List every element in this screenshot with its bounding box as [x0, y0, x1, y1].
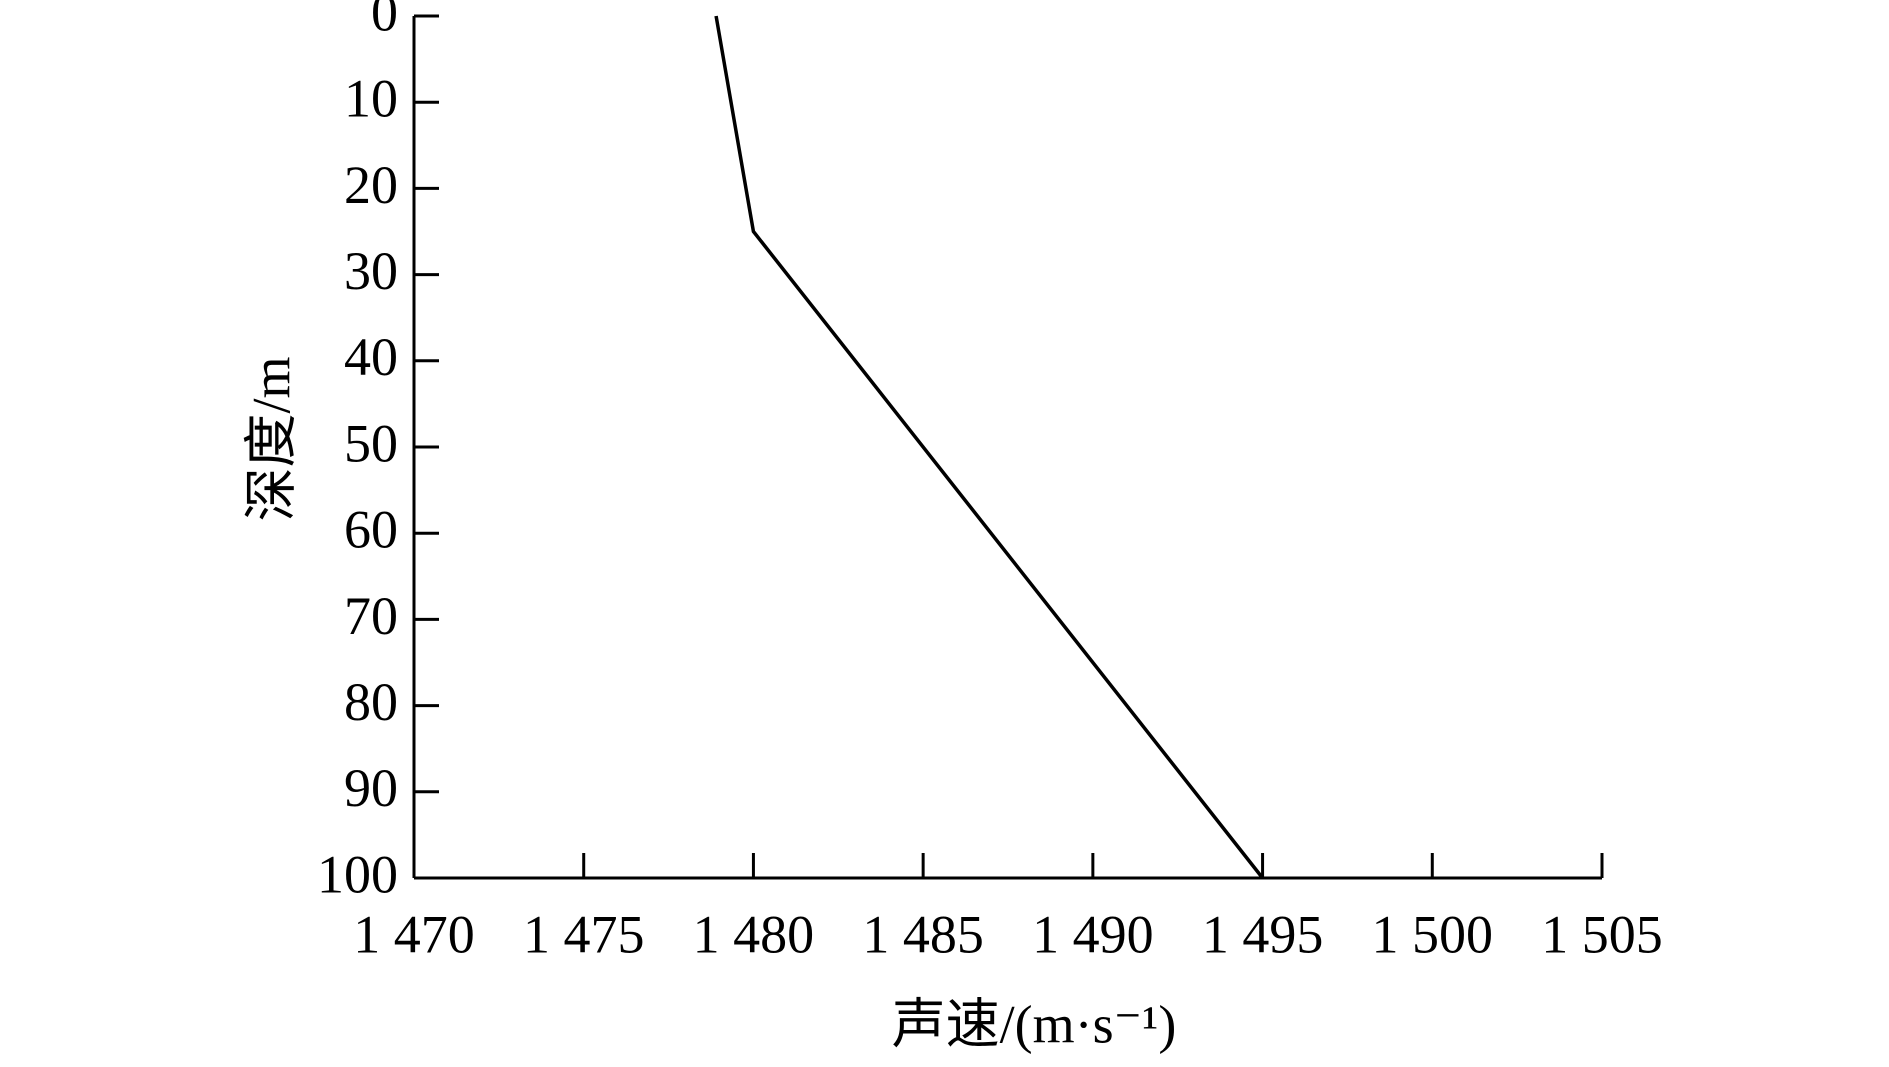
x-axis-label: 声速/(m·s⁻¹) [892, 994, 1177, 1054]
y-tick-label: 60 [344, 500, 398, 560]
x-tick-label: 1 505 [1541, 904, 1663, 964]
y-tick-label: 70 [344, 586, 398, 646]
line [714, 15, 1264, 880]
y-axis-label: 深度/m [241, 356, 301, 521]
y-tick-label: 20 [344, 155, 398, 215]
y-tick-label: 90 [344, 758, 398, 818]
x-tick-label: 1 470 [353, 904, 475, 964]
y-tick-label: 10 [344, 69, 398, 129]
x-tick-label: 1 475 [523, 904, 645, 964]
y-tick-label: 100 [317, 844, 398, 904]
x-tick-label: 1 490 [1032, 904, 1154, 964]
y-tick-label: 80 [344, 672, 398, 732]
x-tick-label: 1 500 [1372, 904, 1494, 964]
x-tick-label: 1 485 [862, 904, 984, 964]
y-tick-label: 50 [344, 413, 398, 473]
y-tick-label: 0 [371, 0, 398, 42]
y-tick-label: 40 [344, 327, 398, 387]
x-tick-label: 1 480 [693, 904, 815, 964]
x-tick-label: 1 495 [1202, 904, 1324, 964]
y-tick-label: 30 [344, 241, 398, 301]
